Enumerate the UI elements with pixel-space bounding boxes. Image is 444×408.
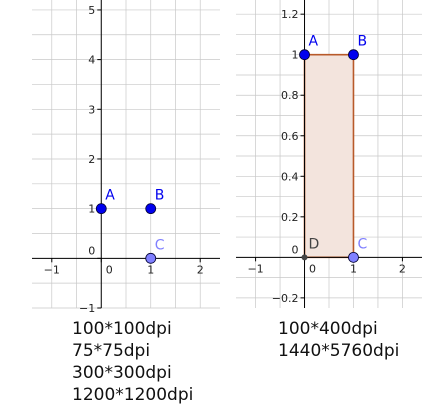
y-tick-label: 1 <box>292 49 299 62</box>
y-tick-label: 0.2 <box>281 211 299 224</box>
y-tick-label: −1 <box>79 302 95 315</box>
y-tick-label: 0.8 <box>281 89 299 102</box>
caption-left: 100*100dpi 75*75dpi 300*300dpi 1200*1200… <box>72 318 193 406</box>
point-b <box>145 203 157 215</box>
point-a <box>299 49 310 61</box>
point-a <box>95 203 107 215</box>
point-label-b: B <box>155 188 165 204</box>
y-tick-label: 0 <box>292 243 299 256</box>
y-tick-label: 0 <box>88 244 95 257</box>
chart-panel-1: −1 0 1 2 −1 0 1 2 3 4 5 A B C <box>32 0 220 315</box>
point-c <box>348 251 359 263</box>
rectangle-abcd <box>303 53 355 259</box>
point-label-b: B <box>357 34 367 50</box>
caption-left-line: 100*100dpi <box>72 319 172 339</box>
y-tick-label: 0.4 <box>281 170 299 183</box>
y-tick-label: 4 <box>88 54 95 67</box>
y-tick-label: −0.2 <box>272 292 299 305</box>
point-label-d: D <box>309 236 320 252</box>
x-tick-label: 2 <box>197 263 204 276</box>
y-tick-label: 3 <box>88 103 95 116</box>
x-tick-label: 0 <box>106 263 113 276</box>
point-b <box>348 49 359 61</box>
point-label-c: C <box>155 237 165 253</box>
caption-right-line: 1440*5760dpi <box>278 341 400 361</box>
point-label-c: C <box>357 236 367 252</box>
y-tick-label: 1.2 <box>281 8 299 21</box>
y-tick-label: 0.6 <box>281 130 299 143</box>
x-tick-label: 2 <box>399 262 406 275</box>
caption-right: 100*400dpi 1440*5760dpi <box>278 318 399 362</box>
y-tick-label: 1 <box>88 203 95 216</box>
caption-right-line: 100*400dpi <box>278 319 378 339</box>
point-d <box>301 254 308 261</box>
y-tick-label: 5 <box>88 4 95 17</box>
point-c <box>145 252 157 264</box>
x-tick-label: −1 <box>247 262 263 275</box>
x-tick-label: −1 <box>44 263 60 276</box>
point-label-a: A <box>105 188 115 204</box>
x-tick-label: 1 <box>147 263 154 276</box>
y-tick-label: 2 <box>88 153 95 166</box>
caption-left-line: 1200*1200dpi <box>72 385 194 405</box>
caption-left-line: 300*300dpi <box>72 363 172 383</box>
caption-left-line: 75*75dpi <box>72 341 151 361</box>
x-tick-label: 0 <box>309 262 316 275</box>
x-tick-label: 1 <box>350 262 357 275</box>
chart-panel-2: −1 0 1 2 −0.2 0 0.2 0.4 0.6 0.8 1 1.2 A B C D <box>236 0 422 308</box>
point-label-a: A <box>309 34 319 50</box>
